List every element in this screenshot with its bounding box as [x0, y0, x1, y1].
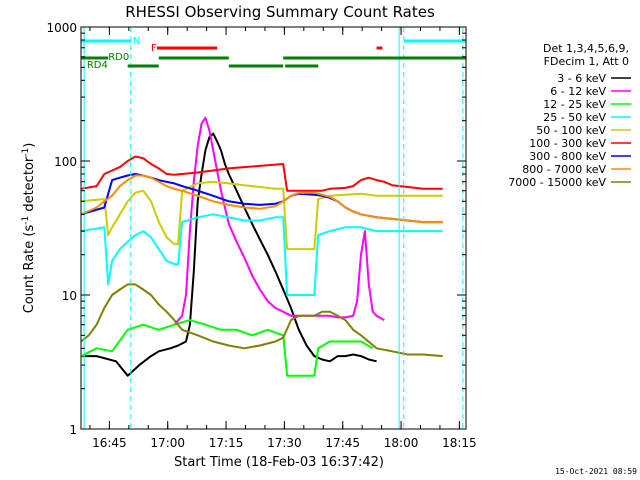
x-tick-label-4: 17:30 [267, 436, 302, 450]
x-tick-label-7: 18:15 [442, 436, 477, 450]
y-axis-label-sup2: -1 [21, 148, 31, 157]
series-layer [80, 116, 443, 377]
y-axis-label-sup1: -1 [21, 216, 31, 225]
flag-label-3: RD0 [108, 52, 129, 63]
x-tick-label-2: 17:00 [150, 436, 185, 450]
y-tick-label-3: 100 [54, 155, 77, 169]
y-axis-label: Count Rate (s-1 detector-1) [21, 143, 37, 314]
plot-frame [80, 26, 467, 430]
legend-header-line-1: Det 1,3,4,5,6,9, [543, 42, 629, 55]
flag-label-2: F [151, 43, 157, 54]
legend-label-7: 300 - 800 keV [529, 150, 606, 163]
legend-header-line-2: FDecim 1, Att 0 [544, 55, 629, 68]
x-tick-label-1: 16:45 [92, 436, 127, 450]
axis-layer: 16:45 17:00 17:15 17:30 17:45 18:00 18:15 1 10 10… [46, 21, 476, 450]
series-line-5 [80, 180, 443, 251]
legend-label-4: 25 - 50 keV [543, 111, 606, 124]
y-axis-label-part1: Count Rate (s [22, 225, 37, 314]
y-tick-label-4: 1000 [46, 21, 77, 35]
x-tick-label-5: 17:45 [325, 436, 360, 450]
x-axis-label: Start Time (18-Feb-03 16:37:42) [174, 455, 384, 470]
legend-label-6: 100 - 300 keV [529, 137, 606, 150]
flag-label-1: N [133, 36, 140, 47]
footer-timestamp: 15-Oct-2021 08:59 [555, 467, 637, 476]
series-line-3 [80, 319, 374, 377]
series-line-6 [80, 155, 443, 192]
legend-label-5: 50 - 100 keV [536, 124, 606, 137]
legend-label-3: 12 - 25 keV [543, 98, 606, 111]
legend-label-2: 6 - 12 keV [550, 85, 606, 98]
y-tick-label-2: 10 [62, 289, 77, 303]
legend-label-8: 800 - 7000 keV [522, 163, 606, 176]
series-line-8 [80, 174, 443, 224]
x-tick-label-3: 17:15 [209, 436, 244, 450]
y-tick-label-1: 1 [69, 423, 77, 437]
legend-label-1: 3 - 6 keV [557, 72, 606, 85]
series-line-4 [80, 213, 443, 296]
flag-label-4: RD4 [87, 60, 108, 71]
y-axis-label-part3: ) [22, 143, 37, 148]
chart-title: RHESSI Observing Summary Count Rates [125, 3, 435, 21]
x-tick-label-6: 18:00 [384, 436, 419, 450]
legend-label-9: 7000 - 15000 keV [508, 176, 606, 189]
y-axis-label-part2: detector [22, 156, 37, 216]
series-line-9 [80, 283, 443, 358]
legend: Det 1,3,4,5,6,9, FDecim 1, Att 0 3 - 6 k… [508, 42, 631, 189]
series-line-2 [173, 116, 385, 326]
